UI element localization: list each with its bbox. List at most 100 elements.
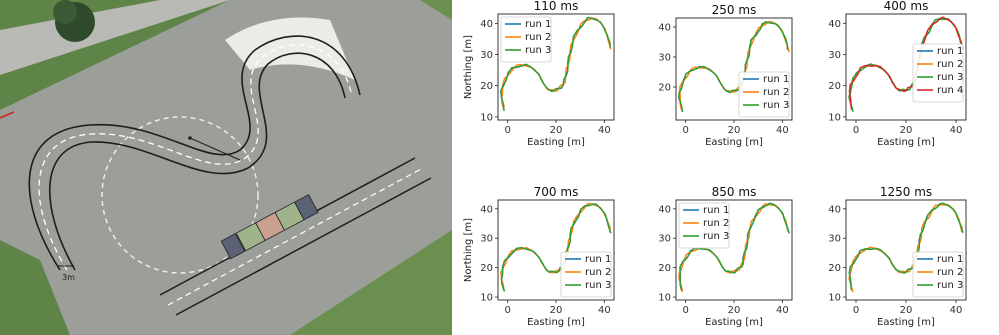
- x-tick-label: 20: [550, 305, 563, 316]
- lane-center-dashes: [38, 44, 353, 271]
- y-axis-label: Northing [m]: [463, 35, 474, 99]
- x-axis-label: Easting [m]: [527, 137, 585, 148]
- y-axis-label: Northing [m]: [463, 218, 474, 282]
- y-tick-label: 20: [658, 83, 671, 94]
- x-tick-label: 0: [853, 125, 859, 136]
- legend-label: run 2: [937, 267, 963, 278]
- parking-boxes: [220, 194, 319, 260]
- x-tick-label: 20: [728, 125, 741, 136]
- x-tick-label: 40: [598, 305, 611, 316]
- x-tick-label: 0: [682, 305, 688, 316]
- chart-title: 250 ms: [712, 3, 757, 17]
- y-tick-label: 10: [658, 293, 671, 304]
- chart-title: 1250 ms: [880, 185, 932, 199]
- grass-bottom-left: [0, 240, 70, 335]
- y-tick-label: 30: [828, 50, 841, 61]
- chart-2: 250 ms 0 20 40 20 30 40 Easting [m] run 1 run 2 ru…: [658, 3, 793, 148]
- chart-1: 110 ms 0 20 40 10 20 30 40 Easting [m] Northing […: [463, 0, 615, 148]
- y-tick-label: 10: [480, 293, 493, 304]
- legend-label: run 3: [937, 72, 963, 83]
- y-tick-label: 40: [828, 19, 841, 30]
- y-tick-label: 40: [480, 204, 493, 215]
- x-axis-label: Easting [m]: [705, 317, 763, 328]
- straight-lane-line-2: [175, 177, 432, 316]
- legend-label: run 3: [525, 45, 551, 56]
- legend-label: run 1: [937, 254, 963, 265]
- series-line-run-3: [500, 16, 611, 111]
- series-line-run-3: [679, 202, 790, 291]
- series-line-run-3: [848, 202, 964, 291]
- legend-label: run 3: [937, 280, 963, 291]
- legend-label: run 1: [585, 254, 611, 265]
- grass-top-right: [420, 0, 452, 20]
- y-tick-label: 30: [480, 50, 493, 61]
- y-tick-label: 20: [480, 263, 493, 274]
- y-tick-label: 40: [658, 23, 671, 34]
- x-axis-label: Easting [m]: [877, 137, 935, 148]
- legend: run 1 run 2 run 3: [500, 16, 552, 63]
- legend: run 1 run 2 run 3: [678, 202, 730, 249]
- x-tick-label: 40: [950, 125, 963, 136]
- legend-label: run 4: [937, 85, 963, 96]
- x-tick-label: 40: [950, 305, 963, 316]
- chart-title: 110 ms: [534, 0, 579, 13]
- y-tick-label: 10: [828, 112, 841, 123]
- boundary-circle: [101, 116, 259, 274]
- x-tick-label: 40: [598, 125, 611, 136]
- x-tick-label: 20: [900, 305, 913, 316]
- legend: run 1 run 2 run 3: [560, 251, 612, 298]
- grass-bottom-right: [290, 230, 452, 335]
- y-tick-label: 10: [828, 293, 841, 304]
- y-tick-label: 20: [480, 81, 493, 92]
- lane-outer-line: [28, 35, 361, 271]
- legend-label: run 2: [703, 218, 729, 229]
- y-tick-label: 20: [658, 263, 671, 274]
- y-tick-label: 40: [828, 204, 841, 215]
- scale-label: 3m: [62, 273, 75, 282]
- x-axis-label: Easting [m]: [877, 317, 935, 328]
- painted-area: [225, 17, 355, 80]
- chart-5: 850 ms 0 20 40 10 20 30 40 Easting [m] run 1 run 2…: [658, 185, 793, 328]
- chart-title: 400 ms: [884, 0, 929, 13]
- x-tick-label: 20: [550, 125, 563, 136]
- legend-label: run 1: [703, 205, 729, 216]
- legend-label: run 3: [763, 100, 789, 111]
- straight-lane-dashes: [167, 167, 424, 306]
- x-tick-label: 0: [682, 125, 688, 136]
- x-axis-label: Easting [m]: [705, 137, 763, 148]
- legend-label: run 2: [525, 32, 551, 43]
- y-tick-label: 30: [658, 53, 671, 64]
- center-leader-line: [189, 137, 241, 161]
- chart-3: 400 ms 0 20 40 10 20 30 40 Easting [m] run 1 run 2…: [828, 0, 967, 148]
- series-line-run-4: [848, 16, 964, 110]
- y-tick-label: 30: [480, 234, 493, 245]
- series-line-run-2: [500, 17, 612, 111]
- access-road: [0, 0, 230, 75]
- x-tick-label: 0: [504, 305, 510, 316]
- x-tick-label: 20: [900, 125, 913, 136]
- series-line-run-3: [500, 203, 612, 292]
- legend-label: run 3: [703, 231, 729, 242]
- x-tick-label: 20: [728, 305, 741, 316]
- legend-label: run 2: [763, 87, 789, 98]
- x-tick-label: 0: [504, 125, 510, 136]
- x-axis-label: Easting [m]: [527, 317, 585, 328]
- chart-title: 700 ms: [534, 185, 579, 199]
- legend-box: [912, 43, 964, 103]
- legend-label: run 1: [937, 46, 963, 57]
- center-marker: [188, 136, 192, 140]
- series-line-run-3: [678, 21, 789, 112]
- trajectory-charts: 110 ms 0 20 40 10 20 30 40 Easting [m] Northing […: [463, 0, 967, 328]
- chart-title: 850 ms: [712, 185, 757, 199]
- legend-label: run 1: [763, 74, 789, 85]
- legend: run 1 run 2 run 3: [912, 251, 964, 298]
- x-tick-label: 0: [853, 305, 859, 316]
- legend-label: run 2: [585, 267, 611, 278]
- chart-4: 700 ms 0 20 40 10 20 30 40 Easting [m] Northing […: [463, 185, 615, 328]
- legend-label: run 3: [585, 280, 611, 291]
- y-tick-label: 40: [480, 19, 493, 30]
- legend-label: run 1: [525, 19, 551, 30]
- y-tick-label: 30: [658, 234, 671, 245]
- x-tick-label: 40: [776, 125, 789, 136]
